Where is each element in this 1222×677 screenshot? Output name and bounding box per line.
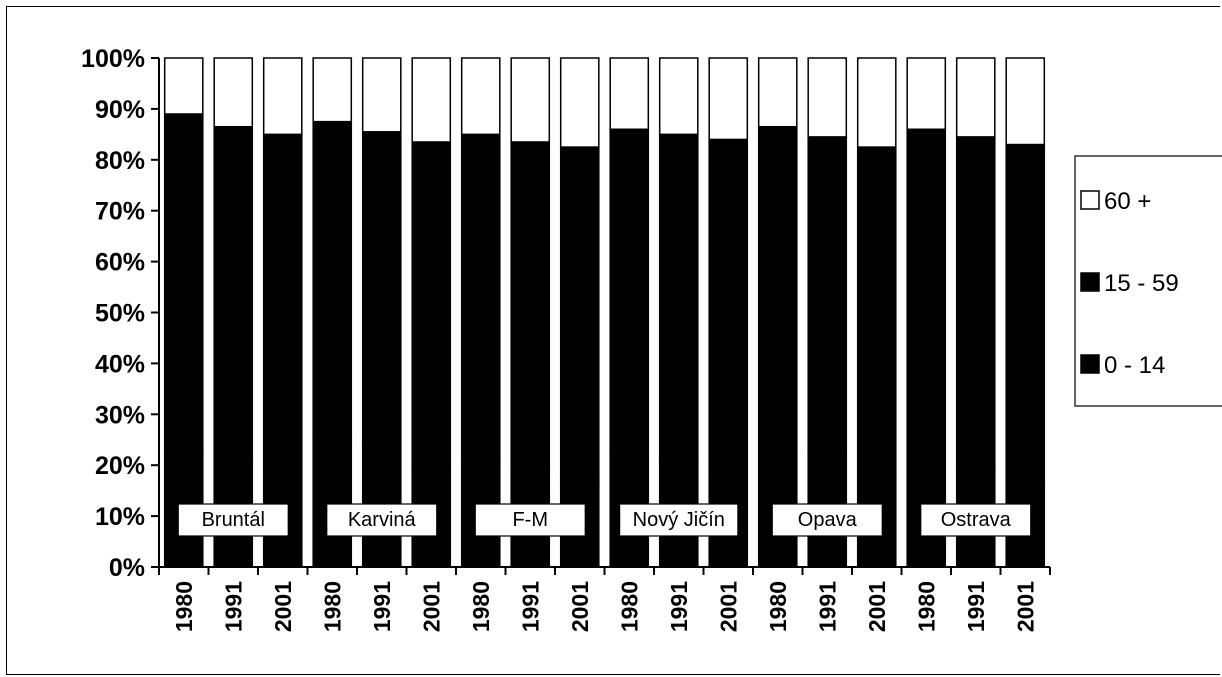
bar-segment-1559-11 [708, 138, 749, 477]
bar-segment-1559-14 [856, 146, 897, 477]
x-tick-label: 1991 [517, 581, 543, 632]
y-tick-label: 50% [95, 300, 145, 328]
x-tick-label: 1991 [369, 581, 395, 632]
x-tick-label: 1980 [913, 581, 939, 632]
bar-segment-60-4 [361, 57, 402, 133]
bar-segment-60-7 [510, 57, 551, 143]
group-label-text: Bruntál [202, 509, 265, 531]
legend-swatch [1080, 272, 1100, 292]
y-tick-label: 60% [95, 249, 145, 277]
x-tick-label: 2001 [270, 581, 296, 632]
bar-segment-60-13 [807, 57, 848, 138]
legend: 60 + 15 - 59 0 - 14 [1074, 155, 1222, 407]
legend-swatch [1080, 354, 1100, 374]
x-tick-label: 1991 [220, 581, 246, 632]
bar-segment-1559-8 [559, 146, 600, 482]
bar-segment-60-11 [708, 57, 749, 141]
bar-segment-1559-2 [262, 133, 303, 477]
group-label-text: Ostrava [941, 509, 1012, 531]
group-label: Bruntál [177, 503, 289, 537]
bar-segment-60-0 [163, 57, 204, 115]
bar-segment-60-6 [460, 57, 501, 136]
group-label-box [920, 503, 1032, 537]
bar-segment-1559-5 [411, 141, 452, 472]
group-label-box [771, 503, 883, 537]
bar-segment-60-17 [1005, 57, 1046, 146]
group-label-text: Opava [798, 509, 858, 531]
bar-segment-60-2 [262, 57, 303, 136]
y-tick-label: 80% [95, 147, 145, 175]
x-tick-label: 1980 [171, 581, 197, 632]
bar-segment-60-9 [609, 57, 650, 131]
x-tick-label: 2001 [715, 581, 741, 632]
y-tick-label: 70% [95, 198, 145, 226]
group-label-box [619, 503, 739, 537]
bar-segment-1559-16 [955, 136, 996, 466]
bar-segment-60-15 [906, 57, 947, 131]
group-label-text: Karviná [348, 509, 417, 531]
bar-segment-1559-17 [1005, 143, 1046, 487]
y-tick-label: 20% [95, 452, 145, 480]
legend-label: 15 - 59 [1104, 270, 1179, 297]
bar-segment-1559-15 [906, 128, 947, 456]
group-label-box [177, 503, 289, 537]
bar-segment-60-3 [312, 57, 353, 123]
bar-segment-60-8 [559, 57, 600, 148]
legend-label: 60 + [1104, 188, 1151, 215]
bar-segment-014-3 [312, 439, 353, 568]
legend-swatch [1080, 190, 1100, 210]
group-label: Karviná [326, 503, 438, 537]
x-tick-label: 2001 [567, 581, 593, 632]
chart-frame [6, 6, 1220, 675]
bar-segment-1559-12 [757, 125, 798, 451]
bar-segment-1559-1 [213, 125, 254, 461]
x-tick-label: 1980 [616, 581, 642, 632]
bars [163, 57, 1046, 568]
legend-label: 0 - 14 [1104, 352, 1165, 379]
bar-segment-1559-4 [361, 131, 402, 446]
bar-segment-1559-9 [609, 128, 650, 456]
x-tick-label: 1991 [666, 581, 692, 632]
bar-segment-1559-7 [510, 141, 551, 466]
x-tick-label: 1980 [319, 581, 345, 632]
bar-segment-60-14 [856, 57, 897, 148]
bar-segment-1559-6 [460, 133, 501, 461]
group-label-box [474, 503, 586, 537]
y-tick-label: 30% [95, 401, 145, 429]
x-tick-label: 2001 [864, 581, 890, 632]
y-tick-label: 10% [95, 503, 145, 531]
bar-segment-1559-13 [807, 136, 848, 456]
bar-segment-1559-10 [658, 133, 699, 461]
group-label: Opava [771, 503, 883, 537]
group-label: Ostrava [920, 503, 1032, 537]
y-tick-label: 0% [109, 554, 145, 582]
y-tick-label: 40% [95, 350, 145, 378]
bar-segment-60-5 [411, 57, 452, 143]
group-label-text: Nový Jičín [633, 509, 725, 531]
bar-segment-60-12 [757, 57, 798, 128]
y-tick-label: 100% [81, 45, 145, 73]
group-label: F-M [474, 503, 586, 537]
y-tick-label: 90% [95, 96, 145, 124]
bar-segment-60-1 [213, 57, 254, 128]
group-label-text: F-M [512, 509, 548, 531]
x-tick-label: 1980 [765, 581, 791, 632]
x-tick-label: 1980 [468, 581, 494, 632]
x-tick-label: 1991 [814, 581, 840, 632]
bar-segment-1559-0 [163, 113, 204, 456]
group-label: Nový Jičín [619, 503, 739, 537]
x-tick-label: 2001 [418, 581, 444, 632]
x-tick-label: 1991 [963, 581, 989, 632]
bar-segment-1559-3 [312, 120, 353, 441]
bar-segment-60-10 [658, 57, 699, 136]
bar-segment-60-16 [955, 57, 996, 138]
group-label-box [326, 503, 438, 537]
x-tick-label: 2001 [1012, 581, 1038, 632]
